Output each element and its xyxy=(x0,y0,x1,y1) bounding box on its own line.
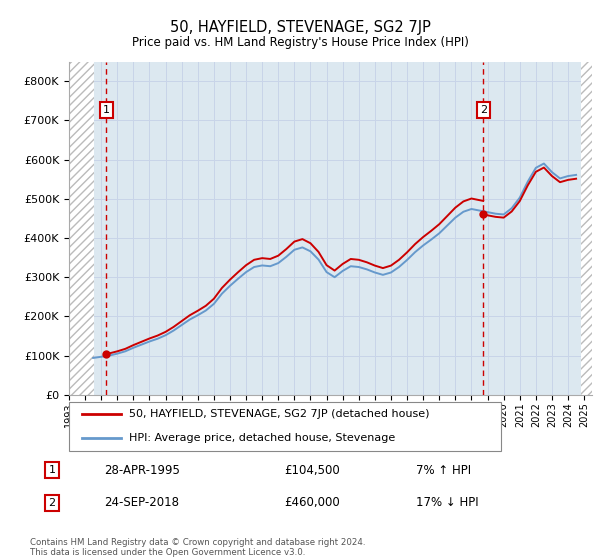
FancyBboxPatch shape xyxy=(69,402,501,451)
Bar xyxy=(69,62,94,395)
Text: £104,500: £104,500 xyxy=(284,464,340,477)
Text: 17% ↓ HPI: 17% ↓ HPI xyxy=(416,496,479,509)
Text: £460,000: £460,000 xyxy=(284,496,340,509)
Text: Contains HM Land Registry data © Crown copyright and database right 2024.
This d: Contains HM Land Registry data © Crown c… xyxy=(30,538,365,557)
Text: 50, HAYFIELD, STEVENAGE, SG2 7JP: 50, HAYFIELD, STEVENAGE, SG2 7JP xyxy=(170,20,430,35)
Text: 2: 2 xyxy=(49,498,56,508)
Text: 24-SEP-2018: 24-SEP-2018 xyxy=(104,496,179,509)
Text: 50, HAYFIELD, STEVENAGE, SG2 7JP (detached house): 50, HAYFIELD, STEVENAGE, SG2 7JP (detach… xyxy=(130,409,430,419)
Bar xyxy=(581,62,592,395)
Text: 1: 1 xyxy=(103,105,110,115)
Text: HPI: Average price, detached house, Stevenage: HPI: Average price, detached house, Stev… xyxy=(130,433,396,443)
Text: 2: 2 xyxy=(479,105,487,115)
Text: 1: 1 xyxy=(49,465,56,475)
Text: 7% ↑ HPI: 7% ↑ HPI xyxy=(416,464,472,477)
Text: 28-APR-1995: 28-APR-1995 xyxy=(104,464,181,477)
Text: Price paid vs. HM Land Registry's House Price Index (HPI): Price paid vs. HM Land Registry's House … xyxy=(131,36,469,49)
